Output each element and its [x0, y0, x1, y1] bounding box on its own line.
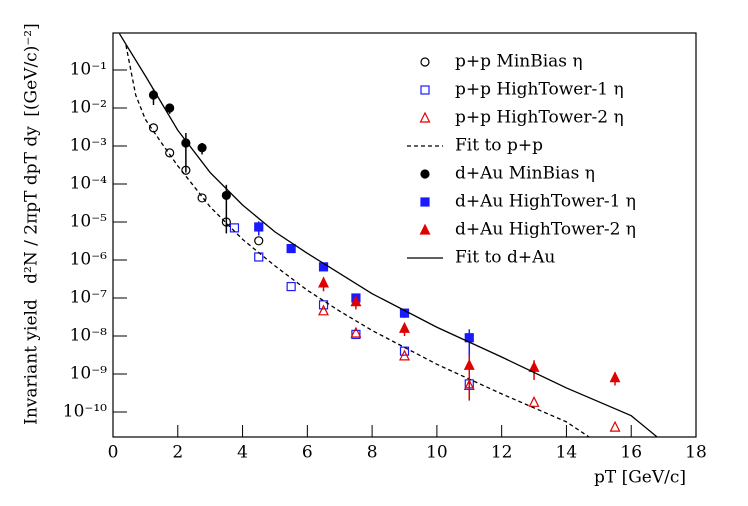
marker	[197, 143, 207, 153]
marker	[609, 420, 621, 432]
x-tick-label: 10	[426, 443, 448, 463]
x-tick-label: 16	[620, 443, 642, 463]
x-tick-label: 12	[491, 443, 513, 463]
y-tick-label: 10⁻⁶	[70, 249, 108, 269]
legend-swatch	[420, 169, 430, 179]
x-axis-label: pT [GeV/c]	[594, 468, 686, 488]
y-tick-label: 10⁻⁵	[70, 211, 108, 231]
marker	[528, 360, 540, 372]
legend-label: d+Au HighTower-2 η	[455, 220, 636, 240]
x-tick-label: 0	[108, 443, 119, 463]
plot-area	[118, 33, 658, 437]
marker	[197, 193, 207, 203]
y-tick-label: 10⁻⁴	[70, 173, 108, 193]
marker	[351, 329, 361, 340]
x-tick-label: 2	[172, 443, 183, 463]
legend-swatch	[420, 57, 430, 67]
legend-label: p+p MinBias η	[455, 52, 583, 72]
marker	[254, 236, 264, 246]
marker	[350, 326, 362, 338]
marker	[399, 346, 410, 356]
marker	[181, 138, 191, 148]
y-tick-label: 10⁻⁹	[70, 364, 108, 384]
marker	[221, 190, 231, 201]
marker	[318, 276, 329, 288]
marker	[254, 222, 264, 232]
legend-label: d+Au HighTower-1 η	[455, 192, 636, 212]
marker	[528, 395, 540, 407]
y-tick-label: 10⁻³	[70, 135, 107, 155]
legend-label: p+p HighTower-2 η	[455, 108, 624, 128]
x-tick-label: 4	[237, 443, 248, 463]
legend-swatch	[420, 85, 430, 95]
marker	[286, 281, 296, 292]
marker	[165, 103, 175, 113]
y-axis-unit: [(GeV/c)⁻²]	[22, 23, 42, 116]
marker	[286, 243, 296, 254]
x-tick-label: 18	[685, 443, 707, 463]
y-axis-label: Invariant yield	[22, 299, 42, 425]
marker	[318, 300, 329, 310]
y-tick-label: 10⁻⁸	[70, 326, 108, 346]
y-tick-label: 10⁻¹	[70, 59, 107, 79]
marker	[318, 304, 329, 316]
legend-swatch	[419, 111, 431, 123]
marker	[399, 349, 410, 361]
legend-label: d+Au MinBias η	[455, 164, 595, 184]
y-tick-label: 10⁻¹⁰	[63, 402, 107, 422]
legend-label: p+p HighTower-1 η	[455, 80, 624, 100]
x-tick-label: 14	[556, 443, 578, 463]
legend-label: Fit to p+p	[455, 136, 543, 156]
y-tick-label: 10⁻⁷	[70, 288, 108, 308]
marker	[463, 358, 475, 370]
fit-line	[118, 33, 658, 437]
marker	[399, 321, 410, 333]
x-tick-label: 8	[367, 443, 378, 463]
plot-frame	[112, 32, 697, 438]
y-tick-label: 10⁻²	[70, 97, 107, 117]
marker	[609, 371, 621, 383]
x-tick-label: 6	[302, 443, 313, 463]
fit-line	[125, 45, 590, 437]
legend-swatch	[420, 197, 430, 207]
legend-label: Fit to d+Au	[455, 248, 555, 268]
legend-swatch	[419, 223, 431, 235]
marker	[165, 148, 175, 158]
marker	[350, 295, 362, 307]
y-axis-formula: d²N / 2πpT dpT dy	[22, 126, 42, 284]
